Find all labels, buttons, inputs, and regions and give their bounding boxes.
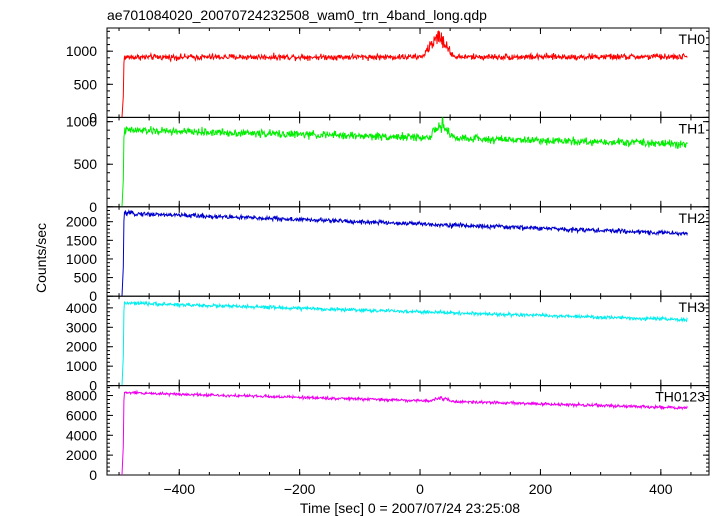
chart-title: ae701084020_20070724232508_wam0_trn_4ban…: [107, 7, 487, 23]
panel-frame: [106, 27, 710, 118]
panel-label: TH3: [679, 299, 706, 315]
y-tick-label: 500: [74, 270, 98, 286]
y-tick-label: 6000: [66, 407, 97, 423]
panel-th3: 0 1000 2000 3000 4000 TH3: [66, 295, 710, 394]
y-tick-label: 500: [74, 76, 98, 92]
y-tick-label: 1000: [66, 251, 97, 267]
x-tick-label: 200: [529, 481, 553, 497]
y-tick-label: 1000: [66, 43, 97, 59]
panel-label: TH0123: [655, 389, 705, 405]
y-tick-label: 1000: [66, 358, 97, 374]
panel-frame: [106, 116, 710, 208]
x-tick-label: −400: [163, 481, 195, 497]
y-tick-label: 4000: [66, 300, 97, 316]
y-axis-label: Counts/sec: [33, 223, 49, 293]
panel-label: TH0: [679, 31, 706, 47]
series-th0123: [121, 389, 688, 476]
series-th1: [121, 117, 688, 207]
panel-th1: 0 500 1000 TH1: [66, 114, 710, 215]
panels: 0 500 1000 TH0 0 500 1000 TH1 0 500 1000 1500 2000 TH…: [66, 27, 710, 483]
y-tick-label: 1500: [66, 232, 97, 248]
x-axis: −400 −200 0 200 400: [163, 481, 672, 497]
panel-label: TH1: [679, 120, 706, 136]
series-th2: [121, 209, 688, 297]
y-tick-label: 0: [89, 109, 97, 125]
panel-th0123: 0 2000 4000 6000 8000 TH0123: [66, 385, 710, 483]
y-tick-label: 500: [74, 156, 98, 172]
panel-th0: 0 500 1000 TH0: [66, 27, 710, 125]
series-th3: [121, 300, 688, 386]
x-tick-label: 0: [416, 481, 424, 497]
y-tick-label: 1000: [66, 114, 97, 130]
y-tick-label: 2000: [66, 214, 97, 230]
x-tick-label: −200: [284, 481, 316, 497]
y-tick-label: 0: [89, 467, 97, 483]
y-tick-label: 2000: [66, 447, 97, 463]
y-tick-label: 4000: [66, 427, 97, 443]
series-th0: [121, 29, 688, 118]
x-tick-label: 400: [649, 481, 673, 497]
panel-label: TH2: [679, 210, 706, 226]
y-tick-label: 8000: [66, 388, 97, 404]
y-tick-label: 0: [89, 199, 97, 215]
y-tick-label: 0: [89, 378, 97, 394]
panel-th2: 0 500 1000 1500 2000 TH2: [66, 206, 710, 304]
panel-frame: [106, 295, 710, 387]
y-tick-label: 2000: [66, 339, 97, 355]
y-tick-label: 3000: [66, 319, 97, 335]
y-tick-label: 0: [89, 288, 97, 304]
x-axis-label: Time [sec] 0 = 2007/07/24 23:25:08: [300, 500, 520, 516]
panel-frame: [106, 206, 710, 297]
panel-frame: [106, 385, 710, 476]
